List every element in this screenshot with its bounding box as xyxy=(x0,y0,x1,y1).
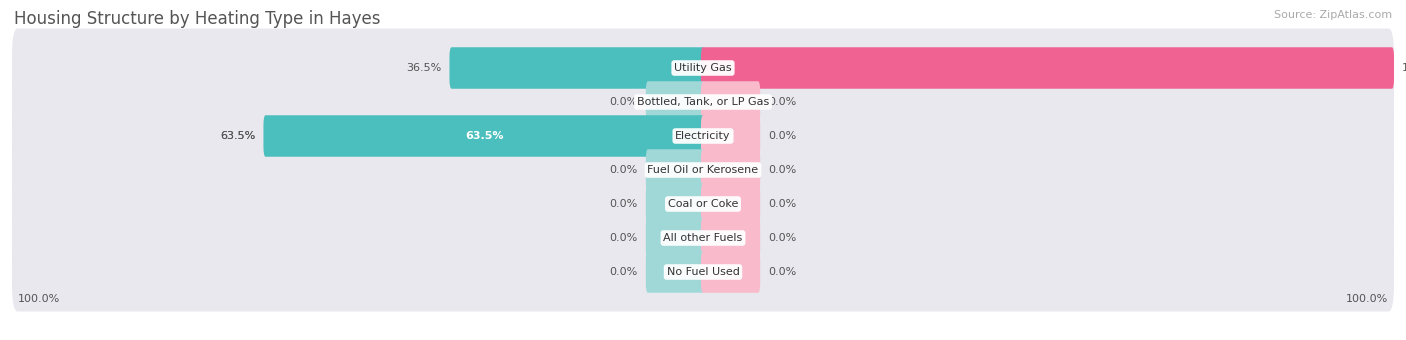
Text: 0.0%: 0.0% xyxy=(769,233,797,243)
FancyBboxPatch shape xyxy=(13,165,1393,243)
Text: 0.0%: 0.0% xyxy=(609,199,637,209)
Text: No Fuel Used: No Fuel Used xyxy=(666,267,740,277)
FancyBboxPatch shape xyxy=(450,47,704,89)
Text: Fuel Oil or Kerosene: Fuel Oil or Kerosene xyxy=(647,165,759,175)
Text: 0.0%: 0.0% xyxy=(769,267,797,277)
FancyBboxPatch shape xyxy=(702,251,761,293)
Text: 63.5%: 63.5% xyxy=(465,131,503,141)
Text: 0.0%: 0.0% xyxy=(769,131,797,141)
FancyBboxPatch shape xyxy=(645,149,704,191)
FancyBboxPatch shape xyxy=(13,29,1393,107)
Text: Coal or Coke: Coal or Coke xyxy=(668,199,738,209)
FancyBboxPatch shape xyxy=(645,183,704,225)
Text: All other Fuels: All other Fuels xyxy=(664,233,742,243)
Text: Electricity: Electricity xyxy=(675,131,731,141)
FancyBboxPatch shape xyxy=(13,63,1393,141)
Text: 0.0%: 0.0% xyxy=(609,165,637,175)
Text: Source: ZipAtlas.com: Source: ZipAtlas.com xyxy=(1274,10,1392,20)
Text: 63.5%: 63.5% xyxy=(219,131,254,141)
FancyBboxPatch shape xyxy=(702,115,761,157)
Text: 0.0%: 0.0% xyxy=(769,97,797,107)
FancyBboxPatch shape xyxy=(13,199,1393,277)
Text: Utility Gas: Utility Gas xyxy=(675,63,731,73)
FancyBboxPatch shape xyxy=(13,97,1393,175)
Text: 100.0%: 100.0% xyxy=(1347,294,1389,304)
FancyBboxPatch shape xyxy=(263,115,704,157)
FancyBboxPatch shape xyxy=(13,131,1393,209)
Text: 0.0%: 0.0% xyxy=(769,199,797,209)
Text: 0.0%: 0.0% xyxy=(769,165,797,175)
FancyBboxPatch shape xyxy=(702,183,761,225)
Text: 100.0%: 100.0% xyxy=(17,294,59,304)
FancyBboxPatch shape xyxy=(645,81,704,123)
Text: 0.0%: 0.0% xyxy=(609,267,637,277)
Text: Bottled, Tank, or LP Gas: Bottled, Tank, or LP Gas xyxy=(637,97,769,107)
FancyBboxPatch shape xyxy=(702,149,761,191)
Text: 0.0%: 0.0% xyxy=(609,233,637,243)
Text: Housing Structure by Heating Type in Hayes: Housing Structure by Heating Type in Hay… xyxy=(14,10,381,28)
FancyBboxPatch shape xyxy=(645,251,704,293)
FancyBboxPatch shape xyxy=(702,47,1393,89)
FancyBboxPatch shape xyxy=(702,81,761,123)
FancyBboxPatch shape xyxy=(13,233,1393,311)
Text: 63.5%: 63.5% xyxy=(219,131,254,141)
Text: 36.5%: 36.5% xyxy=(406,63,441,73)
Text: 100.0%: 100.0% xyxy=(1402,63,1406,73)
FancyBboxPatch shape xyxy=(645,217,704,259)
FancyBboxPatch shape xyxy=(702,217,761,259)
Text: 0.0%: 0.0% xyxy=(609,97,637,107)
